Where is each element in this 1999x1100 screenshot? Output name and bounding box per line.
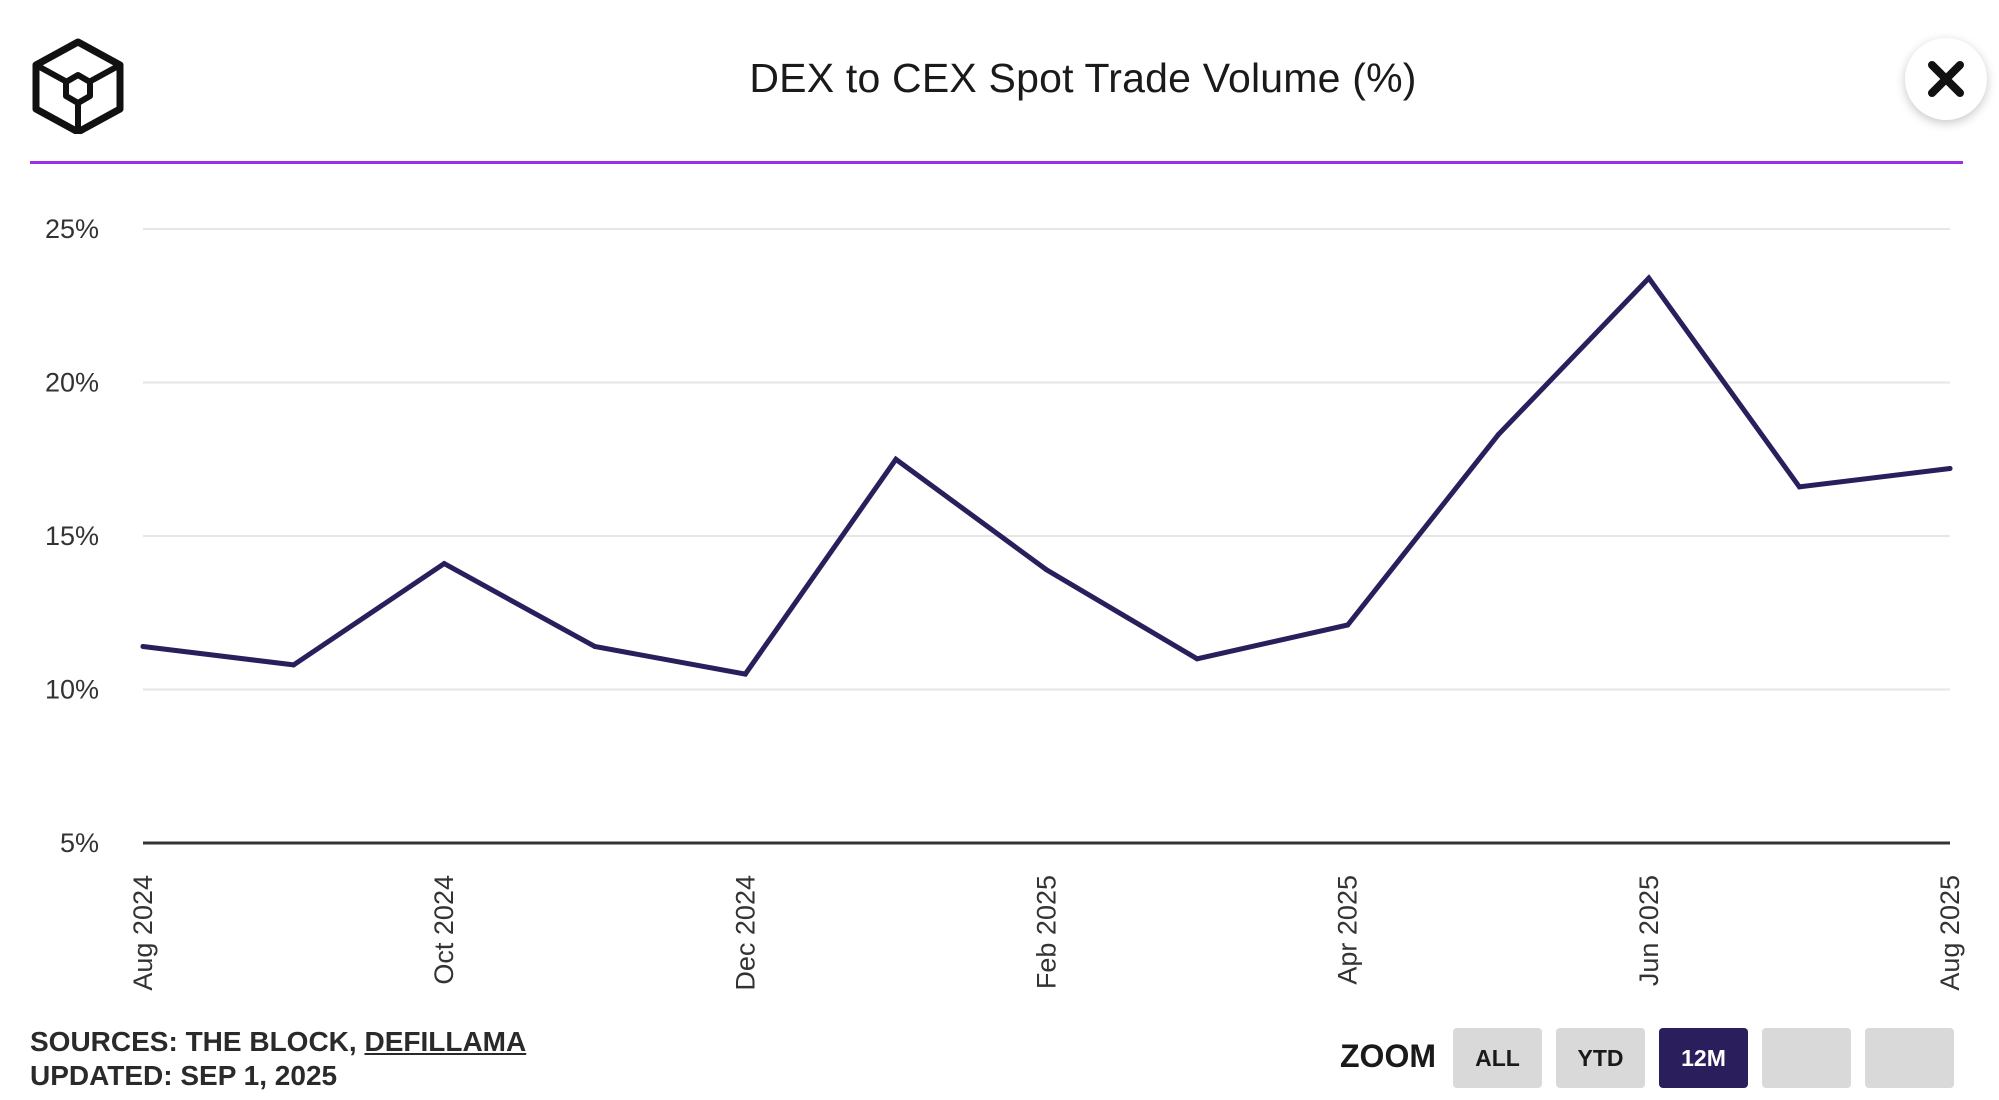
x-tick-label: Oct 2024 — [429, 875, 459, 985]
y-tick-label: 25% — [45, 214, 99, 244]
sources-prefix: SOURCES: THE BLOCK, — [30, 1026, 365, 1057]
defillama-link[interactable]: DEFILLAMA — [364, 1026, 527, 1057]
data-point — [742, 671, 748, 677]
x-tick-label: Dec 2024 — [730, 875, 760, 991]
close-button[interactable] — [1905, 38, 1987, 120]
zoom-12m-button[interactable]: 12M — [1659, 1028, 1748, 1088]
data-point — [140, 644, 146, 650]
sources-block: SOURCES: THE BLOCK, DEFILLAMA UPDATED: S… — [30, 1025, 526, 1093]
series-line — [140, 274, 1953, 677]
y-tick-label: 10% — [45, 675, 99, 705]
zoom-blank-button-2[interactable] — [1865, 1028, 1954, 1088]
data-point — [1796, 484, 1802, 490]
zoom-all-button[interactable]: ALL — [1453, 1028, 1542, 1088]
sources-line: SOURCES: THE BLOCK, DEFILLAMA — [30, 1025, 526, 1059]
y-tick-label: 15% — [45, 521, 99, 551]
y-tick-label: 5% — [60, 828, 99, 858]
zoom-label: ZOOM — [1340, 1038, 1436, 1074]
x-tick-label: Aug 2024 — [128, 875, 158, 991]
zoom-ytd-button[interactable]: YTD — [1556, 1028, 1645, 1088]
data-point — [592, 644, 598, 650]
chart-title: DEX to CEX Spot Trade Volume (%) — [749, 55, 1417, 101]
data-point — [441, 561, 447, 567]
data-point — [1044, 567, 1049, 573]
updated-date: UPDATED: SEP 1, 2025 — [30, 1060, 338, 1091]
data-point — [291, 662, 297, 668]
x-tick-label: Apr 2025 — [1333, 875, 1363, 985]
data-point — [1345, 622, 1351, 628]
x-tick-label: Jun 2025 — [1634, 875, 1664, 986]
data-point — [1646, 275, 1652, 281]
cube-logo-icon — [32, 38, 124, 134]
data-point — [1947, 465, 1953, 471]
data-point — [893, 456, 899, 462]
data-point — [1495, 432, 1501, 438]
x-tick-label: Aug 2025 — [1935, 875, 1965, 991]
y-tick-label: 20% — [45, 368, 99, 398]
data-point — [1194, 656, 1200, 662]
close-icon — [1928, 61, 1964, 97]
header-divider — [30, 161, 1963, 164]
zoom-blank-button-1[interactable] — [1762, 1028, 1851, 1088]
x-tick-label: Feb 2025 — [1032, 875, 1062, 989]
